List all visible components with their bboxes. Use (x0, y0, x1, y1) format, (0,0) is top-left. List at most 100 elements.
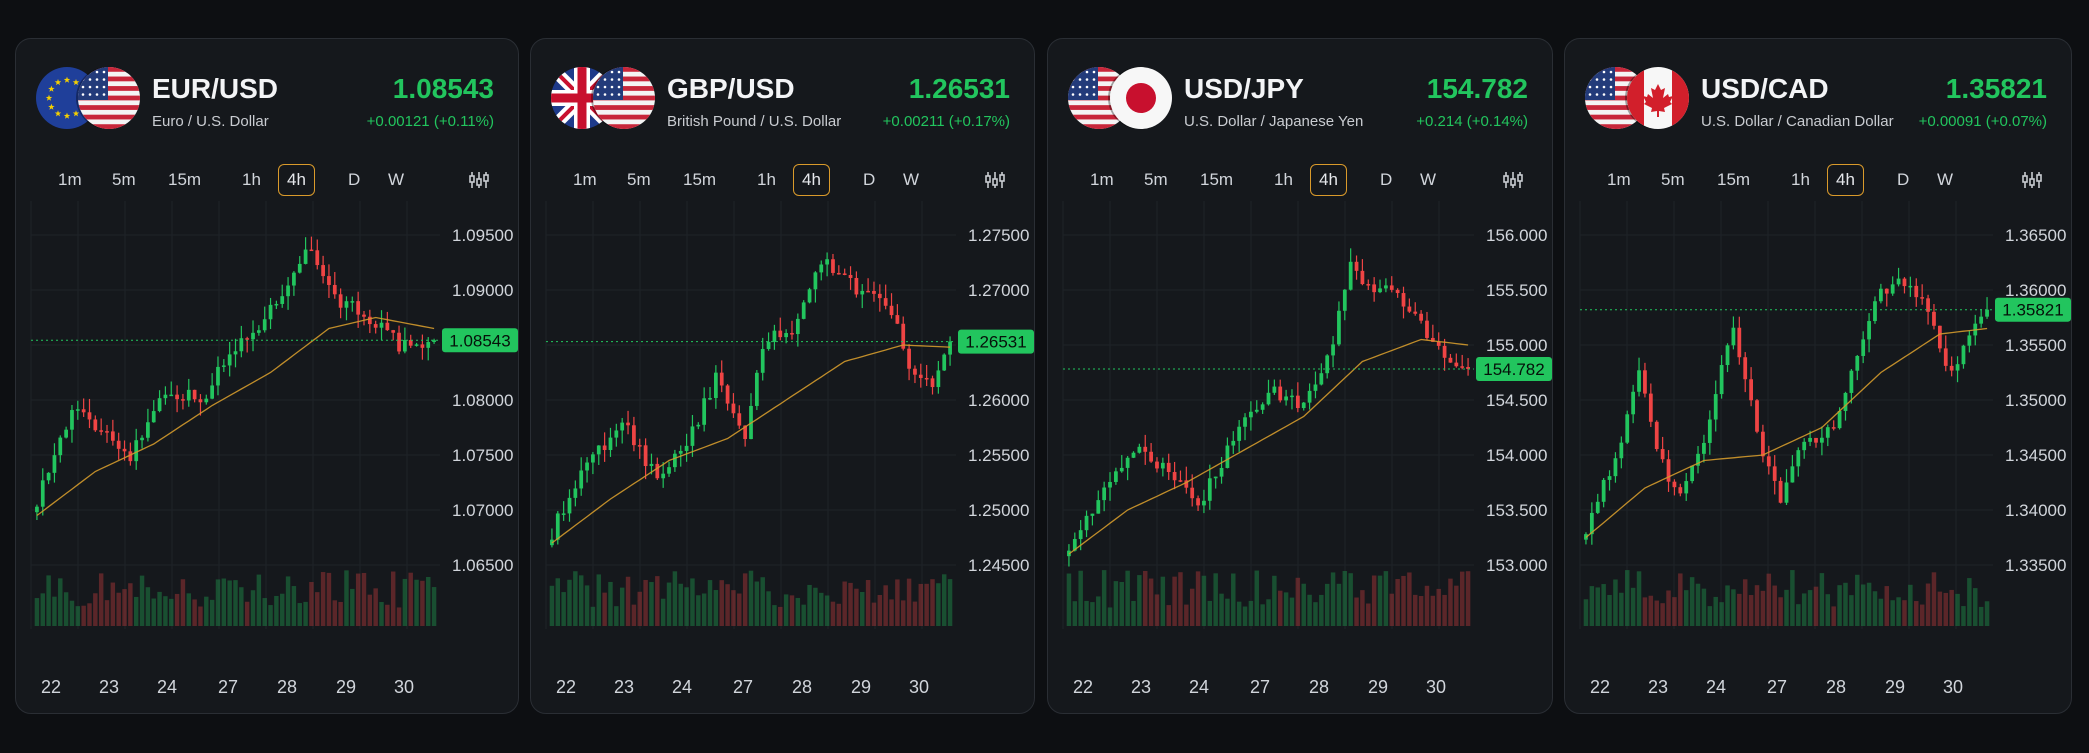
timeframe-15m[interactable]: 15m (1717, 170, 1751, 189)
candle (408, 334, 413, 349)
x-tick-label: 28 (1826, 677, 1846, 697)
timeframe-1h[interactable]: 1h (1791, 170, 1810, 189)
timeframe-1m[interactable]: 1m (58, 170, 82, 189)
x-tick-label: 24 (157, 677, 177, 697)
timeframe-5m[interactable]: 5m (627, 170, 651, 189)
timeframe-1h[interactable]: 1h (757, 170, 776, 189)
candle (754, 370, 759, 411)
pair-card-usd-jpy[interactable]: USD/JPY U.S. Dollar / Japanese Yen 154.782… (1047, 38, 1553, 714)
volume-bar (1595, 587, 1600, 626)
candle (280, 284, 285, 308)
candle (1932, 304, 1936, 330)
timeframe-d[interactable]: D (863, 170, 876, 189)
volume-bar (1660, 603, 1665, 626)
current-price-value: 154.782 (1483, 360, 1544, 379)
timeframe-4h[interactable]: 4h (793, 164, 830, 196)
y-tick-label: 1.35500 (2005, 336, 2066, 355)
volume-bar (1666, 590, 1671, 626)
timeframe-d[interactable]: D (348, 170, 361, 189)
x-tick-label: 22 (1590, 677, 1610, 697)
timeframe-w[interactable]: W (1937, 170, 1954, 189)
volume-bar (1119, 581, 1124, 626)
volume-bar (87, 603, 92, 626)
timeframe-w[interactable]: W (903, 170, 920, 189)
timeframe-15m[interactable]: 15m (168, 170, 202, 189)
current-price-label: 1.08543 (442, 328, 518, 353)
timeframe-5m[interactable]: 5m (112, 170, 136, 189)
volume-bar (772, 605, 777, 626)
timeframe-4h[interactable]: 4h (278, 164, 315, 196)
timeframe-1m[interactable]: 1m (573, 170, 597, 189)
candle (245, 336, 250, 353)
volume-bar (1189, 588, 1195, 626)
x-tick-label: 24 (1706, 677, 1726, 697)
timeframe-d[interactable]: D (1380, 170, 1393, 189)
volume-bar (813, 587, 818, 626)
candle (1260, 402, 1265, 414)
candle (1466, 358, 1470, 376)
x-tick-label: 23 (99, 677, 119, 697)
candle (1619, 436, 1624, 469)
pair-card-gbp-usd[interactable]: GBP/USD British Pound / U.S. Dollar 1.2653… (530, 38, 1035, 714)
chart-settings-icon[interactable] (2015, 163, 2049, 197)
volume-bar (713, 590, 719, 626)
candle (825, 252, 829, 277)
volume-bar (871, 602, 877, 626)
timeframe-w[interactable]: W (388, 170, 405, 189)
volume-bar (1683, 590, 1689, 626)
timeframe-15m[interactable]: 15m (683, 170, 717, 189)
volume-bar (1448, 578, 1453, 626)
volume-bar (1973, 588, 1978, 626)
chart-settings-icon[interactable] (1496, 163, 1530, 197)
candle (1231, 431, 1236, 454)
timeframe-d[interactable]: D (1897, 170, 1910, 189)
timeframe-1m[interactable]: 1m (1090, 170, 1114, 189)
timeframe-4h[interactable]: 4h (1827, 164, 1864, 196)
volume-bar (1642, 597, 1648, 626)
chart-settings-icon[interactable] (978, 163, 1012, 197)
volume-bar (198, 606, 203, 626)
candle (1202, 489, 1206, 514)
timeframe-5m[interactable]: 5m (1661, 170, 1685, 189)
volume-bar (139, 575, 145, 626)
volume-bar (1342, 570, 1348, 626)
volume-bar (1313, 602, 1318, 626)
volume-bar (848, 582, 853, 626)
timeframe-w[interactable]: W (1420, 170, 1437, 189)
candle (221, 359, 226, 373)
price-chart[interactable]: 156.000 155.500 155.000 154.500 154.000 153.5… (1048, 39, 1553, 714)
volume-bar (1131, 600, 1136, 626)
pair-card-eur-usd[interactable]: EUR/USD Euro / U.S. Dollar 1.08543 +0.00121… (15, 38, 519, 714)
timeframe-1h[interactable]: 1h (242, 170, 261, 189)
candle (731, 393, 736, 418)
volume-bar (98, 573, 104, 626)
volume-bar (578, 575, 584, 626)
price-chart[interactable]: 1.275001.270001.265001.260001.255001.250… (531, 39, 1035, 714)
candle (362, 310, 366, 326)
volume-bar (760, 577, 765, 626)
volume-bar (315, 592, 320, 626)
volume-bar (1748, 595, 1754, 626)
candle (579, 457, 584, 496)
currency-flags (36, 67, 140, 129)
candle (1401, 286, 1406, 319)
volume-bar (110, 582, 116, 626)
chart-settings-icon[interactable] (462, 163, 496, 197)
candle (1713, 380, 1718, 432)
volume-bar (1636, 571, 1642, 626)
timeframe-15m[interactable]: 15m (1200, 170, 1234, 189)
price-chart[interactable]: 1.36500 1.36000 1.35500 1.35000 1.34500 1.340… (1565, 39, 2072, 714)
pair-card-usd-cad[interactable]: USD/CAD U.S. Dollar / Canadian Dollar 1.35… (1564, 38, 2072, 714)
price-chart[interactable]: 1.095001.090001.085001.080001.075001.070… (16, 39, 519, 714)
volume-bar (590, 606, 596, 626)
volume-bar (1837, 585, 1842, 626)
x-tick-label: 23 (1131, 677, 1151, 697)
candle (1125, 456, 1130, 481)
timeframe-4h[interactable]: 4h (1310, 164, 1347, 196)
timeframe-1m[interactable]: 1m (1607, 170, 1631, 189)
volume-bar (1454, 585, 1459, 626)
candle (46, 472, 51, 485)
timeframe-1h[interactable]: 1h (1274, 170, 1293, 189)
volume-bar (1148, 578, 1154, 626)
timeframe-5m[interactable]: 5m (1144, 170, 1168, 189)
